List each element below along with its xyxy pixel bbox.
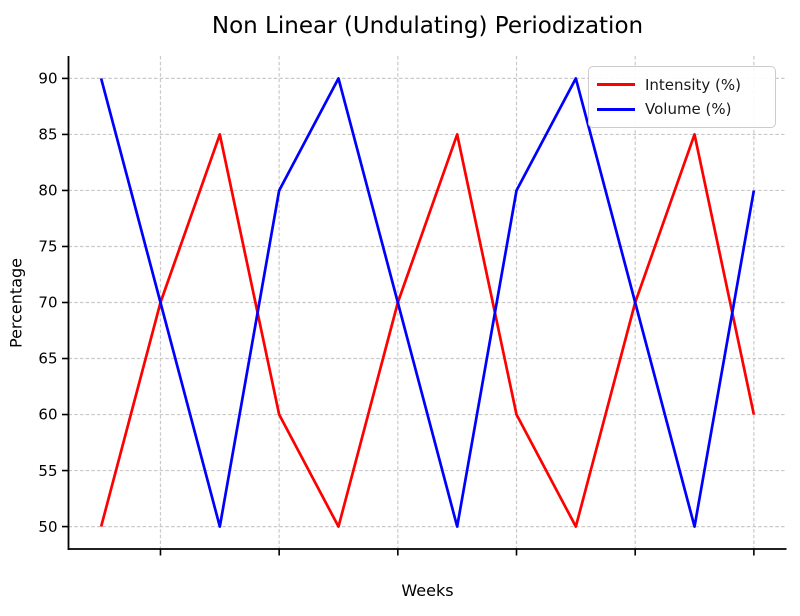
legend-label-intensity: Intensity (%) bbox=[645, 75, 742, 94]
y-gridlines bbox=[68, 77, 787, 528]
axis-ticks bbox=[62, 77, 755, 556]
legend-entry-volume: Volume (%) bbox=[597, 100, 767, 118]
y-tick-label: 65 bbox=[38, 350, 57, 368]
volume-line-sample bbox=[597, 107, 635, 111]
legend-entry-intensity: Intensity (%) bbox=[597, 76, 767, 94]
y-tick-label: 75 bbox=[38, 238, 57, 256]
intensity-line-sample bbox=[597, 83, 635, 87]
legend-label-volume: Volume (%) bbox=[645, 100, 732, 119]
y-tick-label: 55 bbox=[38, 462, 57, 480]
y-tick-labels: 50 55 60 65 70 75 80 85 90 bbox=[38, 70, 57, 536]
volume-series-line bbox=[99, 77, 756, 528]
y-tick-label: 80 bbox=[38, 182, 57, 200]
y-tick-label: 85 bbox=[38, 126, 57, 144]
y-tick-label: 90 bbox=[38, 70, 57, 88]
series-lines bbox=[99, 77, 756, 528]
y-tick-label: 70 bbox=[38, 294, 57, 312]
legend: Intensity (%) Volume (%) bbox=[588, 66, 776, 128]
chart-title: Non Linear (Undulating) Periodization bbox=[211, 13, 644, 39]
intensity-series-line bbox=[99, 133, 756, 528]
y-tick-label: 60 bbox=[38, 406, 57, 424]
y-tick-label: 50 bbox=[38, 518, 57, 536]
x-axis-label: Weeks bbox=[401, 581, 454, 600]
